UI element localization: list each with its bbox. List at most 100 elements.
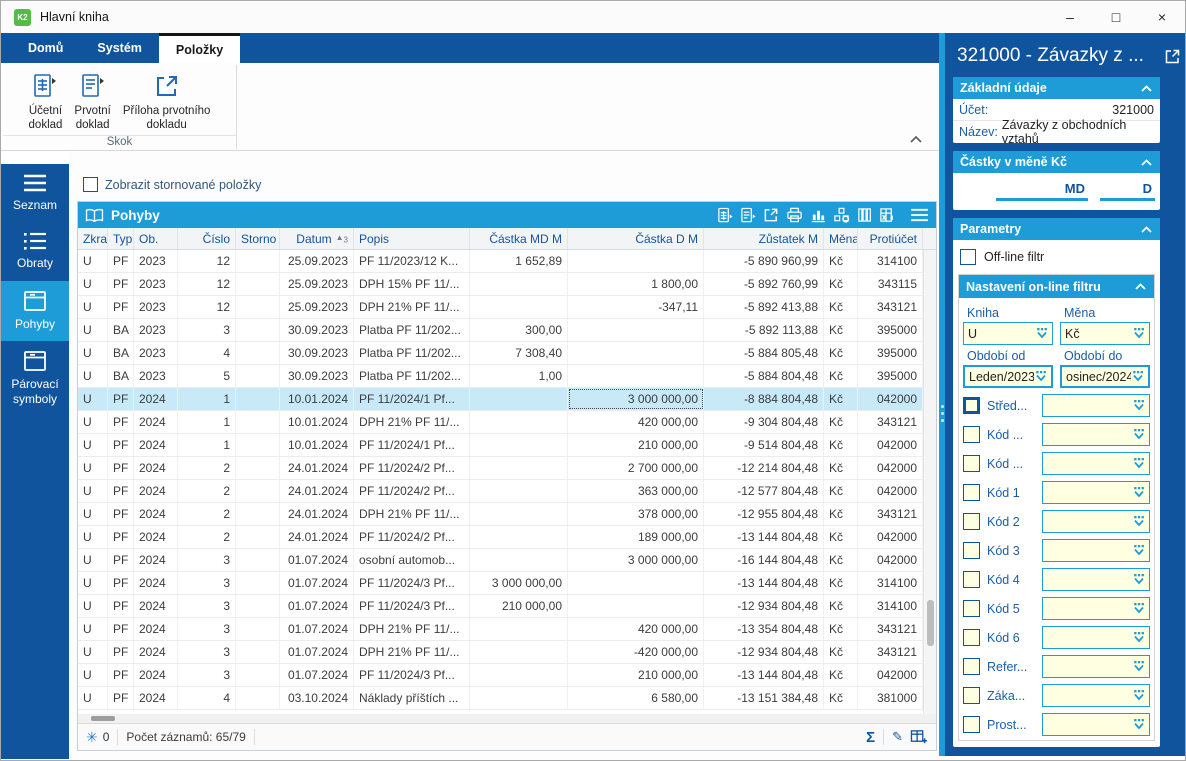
table-cell[interactable]: DPH 21% PF 11/...: [354, 411, 470, 433]
table-cell[interactable]: -13 144 804,48: [704, 526, 824, 548]
column-header-proti-et[interactable]: Protiúčet: [858, 228, 923, 249]
table-row[interactable]: U PF 2024 2 24.01.2024 DPH 21% PF 11/... 378 0…: [78, 503, 923, 526]
table-cell[interactable]: 2024: [134, 618, 178, 640]
filter-combobox[interactable]: [1042, 510, 1150, 533]
table-cell[interactable]: U: [78, 411, 108, 433]
table-cell[interactable]: [236, 503, 280, 525]
table-cell[interactable]: Kč: [824, 250, 858, 272]
column-header-m-na[interactable]: Měna: [824, 228, 858, 249]
filter-combobox[interactable]: [1042, 568, 1150, 591]
table-cell[interactable]: DPH 21% PF 11/...: [354, 641, 470, 663]
table-cell[interactable]: U: [78, 595, 108, 617]
column-header--stka-d-m[interactable]: Částka D M: [568, 228, 704, 249]
table-cell[interactable]: PF 11/2024/1 Pf...: [354, 434, 470, 456]
table-cell[interactable]: 12: [178, 296, 236, 318]
table-row[interactable]: U BA 2023 3 30.09.2023 Platba PF 11/202... 300…: [78, 319, 923, 342]
table-cell[interactable]: [470, 664, 568, 686]
add-record-icon[interactable]: [910, 729, 928, 745]
filter-combobox[interactable]: [1042, 655, 1150, 678]
table-cell[interactable]: 2: [178, 503, 236, 525]
table-cell[interactable]: 2 700 000,00: [568, 457, 704, 479]
table-cell[interactable]: PF: [108, 411, 134, 433]
table-cell[interactable]: -13 144 804,48: [704, 572, 824, 594]
filter-combobox[interactable]: [1042, 539, 1150, 562]
table-cell[interactable]: [236, 250, 280, 272]
minimize-button[interactable]: –: [1066, 9, 1074, 25]
table-cell[interactable]: 4: [178, 342, 236, 364]
filter-checkbox[interactable]: [963, 542, 980, 559]
table-cell[interactable]: [236, 526, 280, 548]
table-cell[interactable]: 3 000 000,00: [568, 388, 704, 410]
mena-combobox[interactable]: Kč: [1060, 322, 1150, 345]
table-cell[interactable]: 10.01.2024: [280, 434, 354, 456]
table-cell[interactable]: [236, 388, 280, 410]
table-cell[interactable]: PF: [108, 273, 134, 295]
table-cell[interactable]: PF 11/2024/3 Pf...: [354, 664, 470, 686]
table-cell[interactable]: -5 892 113,88: [704, 319, 824, 341]
table-cell[interactable]: Kč: [824, 457, 858, 479]
table-cell[interactable]: U: [78, 434, 108, 456]
table-cell[interactable]: U: [78, 526, 108, 548]
table-cell[interactable]: PF: [108, 296, 134, 318]
table-cell[interactable]: [236, 342, 280, 364]
table-row[interactable]: U PF 2024 3 01.07.2024 DPH 21% PF 11/... 420 0…: [78, 618, 923, 641]
table-cell[interactable]: Kč: [824, 411, 858, 433]
table-cell[interactable]: U: [78, 572, 108, 594]
column-header--stka-md-m[interactable]: Částka MD M: [470, 228, 568, 249]
filter-combobox[interactable]: [1042, 626, 1150, 649]
table-cell[interactable]: U: [78, 641, 108, 663]
table-cell[interactable]: 3: [178, 549, 236, 571]
table-cell[interactable]: 042000: [858, 388, 923, 410]
table-cell[interactable]: -12 214 804,48: [704, 457, 824, 479]
table-cell[interactable]: PF: [108, 549, 134, 571]
show-cancelled-checkbox[interactable]: [83, 177, 98, 192]
table-cell[interactable]: 2024: [134, 526, 178, 548]
table-cell[interactable]: 395000: [858, 342, 923, 364]
table-cell[interactable]: 5: [178, 365, 236, 387]
table-cell[interactable]: -9 514 804,48: [704, 434, 824, 456]
table-cell[interactable]: Kč: [824, 273, 858, 295]
table-cell[interactable]: PF: [108, 664, 134, 686]
table-cell[interactable]: 24.01.2024: [280, 526, 354, 548]
filter-checkbox[interactable]: [963, 600, 980, 617]
table-cell[interactable]: DPH 21% PF 11/...: [354, 503, 470, 525]
table-cell[interactable]: Kč: [824, 687, 858, 709]
edit-icon[interactable]: ✎: [892, 729, 903, 744]
table-cell[interactable]: [236, 572, 280, 594]
table-cell[interactable]: U: [78, 319, 108, 341]
table-cell[interactable]: [470, 273, 568, 295]
table-cell[interactable]: 381000: [858, 687, 923, 709]
table-cell[interactable]: PF: [108, 572, 134, 594]
table-cell[interactable]: U: [78, 296, 108, 318]
kniha-combobox[interactable]: U: [963, 322, 1053, 345]
table-row[interactable]: U PF 2024 3 01.07.2024 PF 11/2024/3 Pf... 210 …: [78, 595, 923, 618]
table-cell[interactable]: 3 000 000,00: [470, 572, 568, 594]
table-cell[interactable]: -13 144 804,48: [704, 664, 824, 686]
table-cell[interactable]: 3: [178, 572, 236, 594]
table-row[interactable]: U PF 2024 3 01.07.2024 osobní automob... 3 000…: [78, 549, 923, 572]
table-cell[interactable]: PF 11/2024/1 Pf...: [354, 388, 470, 410]
table-cell[interactable]: [568, 595, 704, 617]
collapse-ribbon-icon[interactable]: [909, 135, 923, 144]
filter-checkbox[interactable]: [963, 658, 980, 675]
table-row[interactable]: U PF 2024 3 01.07.2024 DPH 21% PF 11/... -420 …: [78, 641, 923, 664]
table-cell[interactable]: [470, 388, 568, 410]
table-cell[interactable]: U: [78, 365, 108, 387]
table-cell[interactable]: -12 955 804,48: [704, 503, 824, 525]
close-button[interactable]: ×: [1157, 9, 1167, 25]
table-cell[interactable]: 343121: [858, 296, 923, 318]
table-cell[interactable]: U: [78, 388, 108, 410]
table-cell[interactable]: U: [78, 687, 108, 709]
table-row[interactable]: U BA 2023 5 30.09.2023 Platba PF 11/202... 1,0…: [78, 365, 923, 388]
table-cell[interactable]: Kč: [824, 342, 858, 364]
table-row[interactable]: U PF 2024 2 24.01.2024 PF 11/2024/2 Pf... 363 …: [78, 480, 923, 503]
table-cell[interactable]: 2024: [134, 641, 178, 663]
table-row[interactable]: U PF 2024 2 24.01.2024 PF 11/2024/2 Pf... 189 …: [78, 526, 923, 549]
table-cell[interactable]: 01.07.2024: [280, 595, 354, 617]
table-cell[interactable]: 10.01.2024: [280, 388, 354, 410]
open-external-icon[interactable]: [763, 207, 779, 223]
table-cell[interactable]: -12 577 804,48: [704, 480, 824, 502]
filter-combobox[interactable]: [1042, 423, 1150, 446]
table-cell[interactable]: 4: [178, 687, 236, 709]
table-cell[interactable]: [470, 526, 568, 548]
